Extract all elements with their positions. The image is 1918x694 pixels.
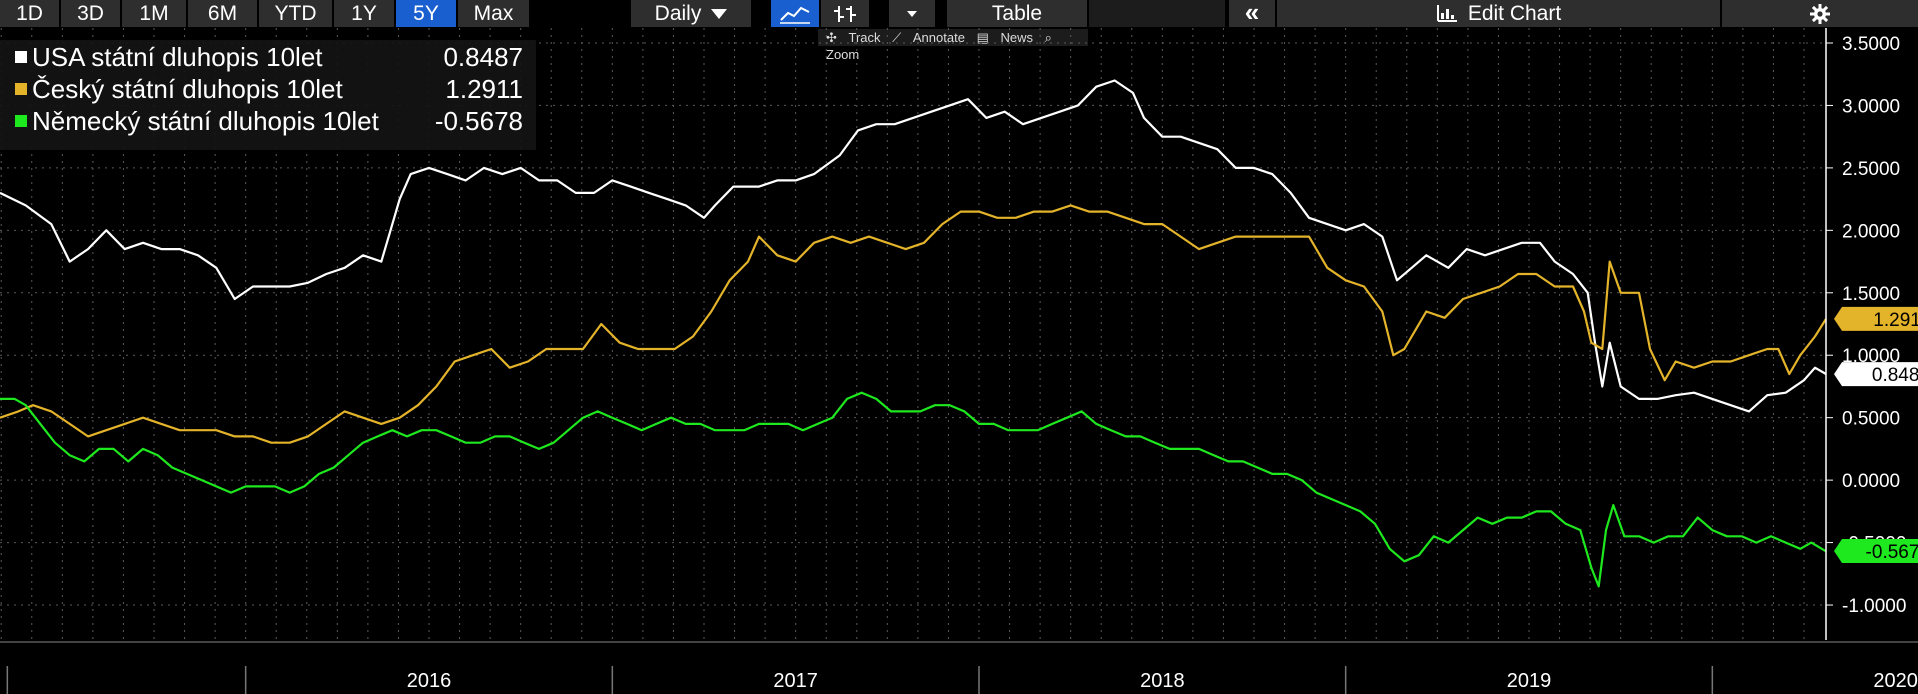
track-tool[interactable]: ✣ Track [826, 30, 881, 45]
series-line-de [0, 391, 1827, 588]
legend-name-cz: Český státní dluhopis 10let [32, 74, 344, 104]
bar-chart-icon [1436, 5, 1457, 22]
chart-legend: USA státní dluhopis 10let 0.8487 Český stá… [0, 40, 536, 150]
legend-value-de: -0.5678 [435, 106, 523, 136]
edit-chart-button[interactable]: Edit Chart [1277, 0, 1720, 27]
range-button-5y[interactable]: 5Y [396, 0, 456, 27]
news-label: News [1000, 30, 1033, 45]
last-value-tag-de [1834, 539, 1918, 564]
frequency-dropdown[interactable]: Daily [631, 0, 751, 27]
x-tick-label: 2019 [1507, 670, 1552, 692]
toolbar: 1D 3D 1M 6M YTD 1Y 5Y Max Daily Table « [0, 0, 1918, 28]
range-button-1d[interactable]: 1D [0, 0, 59, 27]
range-button-1y[interactable]: 1Y [334, 0, 394, 27]
y-tick-label: 2.5000 [1842, 159, 1900, 180]
chart-type-dropdown[interactable] [889, 0, 935, 27]
y-tick-label: 3.5000 [1842, 34, 1900, 55]
x-tick-label: 2016 [407, 670, 452, 692]
x-tick-label: 2018 [1140, 670, 1185, 692]
line-chart-icon[interactable] [771, 0, 819, 27]
range-button-3d[interactable]: 3D [61, 0, 120, 27]
series-line-usa [0, 79, 1827, 413]
last-value-label-de: -0.5678 [1866, 542, 1918, 563]
track-label: Track [848, 30, 881, 45]
y-tick-label: 3.0000 [1842, 96, 1900, 117]
y-tick-label: 0.0000 [1842, 471, 1900, 492]
chart-subtools: ✣ Track ⟋ Annotate ▤ News ⌕ Zoom [818, 29, 1088, 62]
line-chart[interactable]: 3.5000 3.0000 2.5000 2.0000 1.5000 1.0000 0.50… [0, 28, 1918, 694]
range-button-max[interactable]: Max [458, 0, 529, 27]
legend-value-cz: 1.2911 [445, 74, 523, 104]
chevron-down-icon [907, 11, 917, 18]
ohlc-bar-icon[interactable] [821, 0, 869, 27]
gear-icon[interactable] [1722, 0, 1918, 27]
legend-swatch-cz [15, 83, 27, 95]
table-button[interactable]: Table [947, 0, 1087, 27]
collapse-icon[interactable]: « [1229, 0, 1275, 27]
last-value-tag-cz [1834, 306, 1918, 331]
legend-name-usa: USA státní dluhopis 10let [32, 42, 323, 72]
last-value-labels: 0.8487 1.2911 -0.5678 [1834, 306, 1918, 564]
range-button-ytd[interactable]: YTD [259, 0, 332, 27]
toolbar-spacer [1089, 0, 1225, 27]
chart-axes: 3.5000 3.0000 2.5000 2.0000 1.5000 1.0000 0.50… [0, 28, 1918, 694]
range-button-6m[interactable]: 6M [188, 0, 257, 27]
x-tick-label: 2020 [1873, 670, 1918, 692]
y-tick-label: -1.0000 [1842, 596, 1906, 617]
legend-name-de: Německý státní dluhopis 10let [32, 106, 380, 136]
news-tool[interactable]: ▤ News [976, 30, 1033, 45]
annotate-label: Annotate [912, 30, 965, 45]
legend-box [0, 40, 536, 150]
range-button-1m[interactable]: 1M [122, 0, 186, 27]
y-tick-label: 1.0000 [1842, 346, 1900, 367]
last-value-label-usa: 0.8487 [1872, 365, 1918, 386]
series-line-cz [0, 204, 1827, 444]
y-tick-label: 1.5000 [1842, 284, 1900, 305]
x-tick-label: 2017 [773, 670, 818, 692]
frequency-label: Daily [654, 2, 702, 25]
legend-swatch-usa [15, 51, 27, 63]
zoom-label: Zoom [826, 47, 860, 62]
chart-series [0, 79, 1827, 588]
last-value-tag-usa [1834, 362, 1918, 387]
annotate-tool[interactable]: ⟋ Annotate [892, 30, 965, 45]
y-tick-label: 0.5000 [1842, 409, 1900, 430]
edit-chart-label: Edit Chart [1467, 2, 1562, 25]
legend-value-usa: 0.8487 [443, 42, 523, 72]
y-tick-label: 2.0000 [1842, 221, 1900, 242]
zoom-tool[interactable]: ⌕ Zoom [826, 30, 1052, 62]
last-value-label-cz: 1.2911 [1873, 310, 1918, 331]
chevron-down-icon [711, 9, 728, 20]
legend-swatch-de [15, 115, 27, 127]
